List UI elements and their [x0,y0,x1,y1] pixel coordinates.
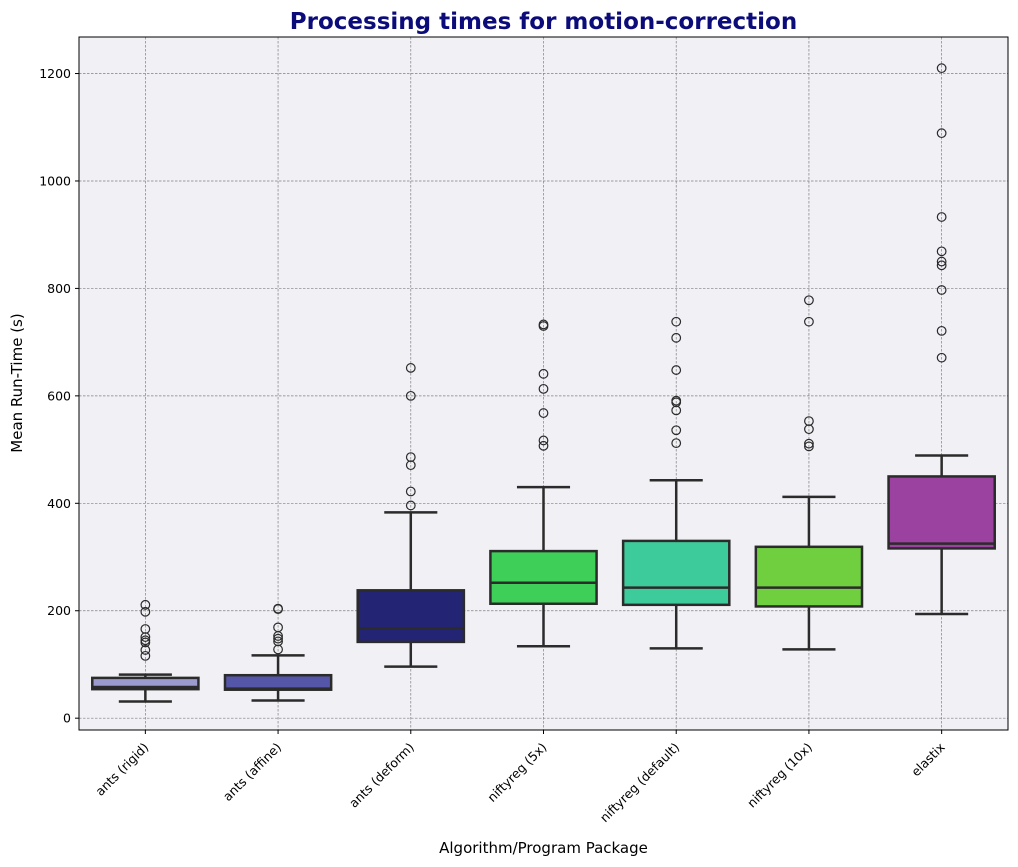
outlier-point [140,599,151,610]
x-tick-label: ants (affine) [220,740,284,804]
outlier-point [140,632,151,642]
outlier-point [538,368,549,379]
iqr-box [356,589,466,644]
box-3 [489,319,598,648]
x-tick-label: ants (rigid) [92,740,151,799]
outlier-point [936,325,947,336]
outlier-point [936,212,947,222]
iqr-box [489,549,598,606]
outlier-point [671,405,682,416]
outlier-point [936,352,947,363]
outlier-point [405,460,416,471]
outlier-point [671,332,682,343]
y-tick-label: 0 [63,711,71,726]
outlier-point [140,650,151,661]
y-tick-label: 600 [47,388,71,403]
x-tick-label: niftyreg (default) [597,740,683,826]
outlier-point [273,631,283,641]
outlier-point [804,295,814,306]
outlier-point [405,363,416,373]
y-tick-label: 200 [47,603,71,618]
y-tick-label: 400 [47,496,71,511]
y-axis-label: Mean Run-Time (s) [8,313,26,452]
outlier-point [538,321,549,331]
x-tick-label: ants (deform) [346,740,417,811]
outlier-point [936,128,947,139]
box-5 [754,295,864,651]
outlier-point [273,644,283,655]
box-6 [887,63,996,616]
outlier-point [936,285,947,295]
outlier-point [538,440,549,451]
outlier-point [804,316,814,327]
outlier-point [936,256,947,267]
box-layer [91,63,996,703]
outlier-point [538,408,549,418]
box-4 [621,316,731,650]
outlier-point [405,486,416,497]
iqr-box [91,676,200,691]
outlier-point [538,383,549,394]
outlier-point [671,316,682,327]
outlier-point [140,645,151,655]
x-tick-label: niftyreg (5x) [484,740,549,805]
outlier-point [405,390,416,401]
x-tick-label: niftyreg (10x) [744,740,815,811]
iqr-box [887,475,996,550]
box-0 [91,599,200,703]
outlier-point [405,500,416,511]
outlier-point [804,424,814,435]
outlier-point [140,606,151,617]
outlier-point [804,438,814,449]
outlier-point [538,435,549,446]
outlier-point [671,365,682,375]
outlier-point [936,246,947,257]
iqr-box [621,539,731,607]
outlier-point [671,425,682,436]
outlier-point [671,438,682,449]
outlier-point [936,260,947,271]
y-tick-label: 1200 [39,66,71,81]
plot-frame [78,36,1009,731]
outlier-point [140,637,151,648]
outlier-point [273,633,283,644]
box-2 [356,363,466,668]
x-axis-label: Algorithm/Program Package [439,839,648,857]
x-tick-label: elastix [908,740,948,780]
outlier-point [273,604,283,615]
outlier-point [804,441,814,452]
outlier-point [936,63,947,74]
chart-title: Processing times for motion-correction [290,9,797,35]
y-tick-label: 1000 [39,173,71,188]
iqr-box [754,545,864,608]
box-1 [223,603,333,702]
y-tick-label: 800 [47,281,71,296]
